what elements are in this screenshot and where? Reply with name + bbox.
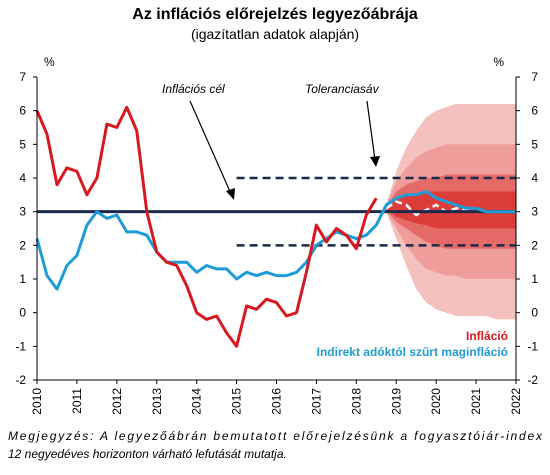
legend-core-inflation: Indirekt adóktól szűrt maginfláció bbox=[317, 345, 508, 359]
y-tick-label-left: 4 bbox=[19, 171, 26, 185]
x-tick-label: 2012 bbox=[110, 388, 124, 415]
chart-title: Az inflációs előrejelzés legyezőábrája bbox=[132, 6, 418, 23]
x-tick-label: 2011 bbox=[70, 388, 84, 414]
y-tick-label-right: 3 bbox=[531, 205, 538, 219]
y-tick-label-left: 1 bbox=[19, 272, 26, 286]
x-tick-label: 2021 bbox=[469, 388, 483, 415]
y-tick-label-left: -2 bbox=[15, 373, 26, 387]
x-tick-label: 2022 bbox=[509, 388, 523, 415]
y-tick-label-right: 5 bbox=[531, 137, 538, 151]
series-line-inflation bbox=[35, 105, 378, 348]
tolerance-band-arrowhead bbox=[370, 156, 380, 167]
fan-band-4 bbox=[386, 191, 516, 229]
y-tick-label-right: 4 bbox=[531, 171, 538, 185]
inflation-target-label: Inflációs cél bbox=[162, 82, 225, 96]
x-tick-label: 2010 bbox=[30, 388, 44, 415]
tolerance-band-arrow bbox=[366, 100, 376, 161]
note-line-1: Megjegyzés: A legyezőábrán bemutatott el… bbox=[8, 429, 543, 443]
x-tick-label: 2020 bbox=[429, 388, 443, 415]
reference-lines bbox=[37, 176, 516, 247]
y-tick-label-right: -1 bbox=[527, 339, 538, 353]
series-line-core-inflation bbox=[35, 190, 516, 291]
x-tick-label: 2019 bbox=[389, 388, 403, 415]
y-tick-label-right: 7 bbox=[531, 70, 538, 84]
series-lines bbox=[35, 105, 516, 348]
x-tick-label: 2017 bbox=[309, 388, 323, 415]
y-tick-label-left: 0 bbox=[19, 306, 26, 320]
y-tick-label-left: 5 bbox=[19, 137, 26, 151]
note-line-2: 12 negyedéves horizonton várható lefutás… bbox=[8, 447, 287, 461]
x-tick-label: 2014 bbox=[190, 388, 204, 415]
legend-inflation: Infláció bbox=[466, 329, 508, 343]
y-tick-label-right: 2 bbox=[531, 238, 538, 252]
y-tick-label-right: -2 bbox=[527, 373, 538, 387]
y-tick-label-left: 7 bbox=[19, 70, 26, 84]
inflation-target-arrow bbox=[189, 100, 233, 197]
axes: -2 -2 -1 -1 0 0 1 1 2 2 3 3 4 4 5 5 6 6 7 7 2010 2011 2012 2013… bbox=[15, 70, 538, 415]
y-tick-label-left: 2 bbox=[19, 238, 26, 252]
fan-median-line bbox=[385, 200, 516, 217]
y-tick-label-left: 6 bbox=[19, 104, 26, 118]
y-tick-label-right: 0 bbox=[531, 306, 538, 320]
x-tick-label: 2015 bbox=[230, 388, 244, 415]
y-unit-left: % bbox=[44, 55, 55, 69]
y-tick-label-right: 1 bbox=[531, 272, 538, 286]
chart-subtitle: (igazítatlan adatok alapján) bbox=[191, 26, 359, 42]
y-tick-label-left: 3 bbox=[19, 205, 26, 219]
inflation-target-arrowhead bbox=[226, 188, 235, 200]
x-tick-label: 2016 bbox=[270, 388, 284, 415]
y-tick-label-left: -1 bbox=[15, 339, 26, 353]
y-unit-right: % bbox=[493, 55, 504, 69]
tolerance-band-label: Toleranciasáv bbox=[305, 82, 380, 96]
x-tick-label: 2018 bbox=[349, 388, 363, 415]
x-tick-label: 2013 bbox=[150, 388, 164, 415]
y-tick-label-right: 6 bbox=[531, 104, 538, 118]
